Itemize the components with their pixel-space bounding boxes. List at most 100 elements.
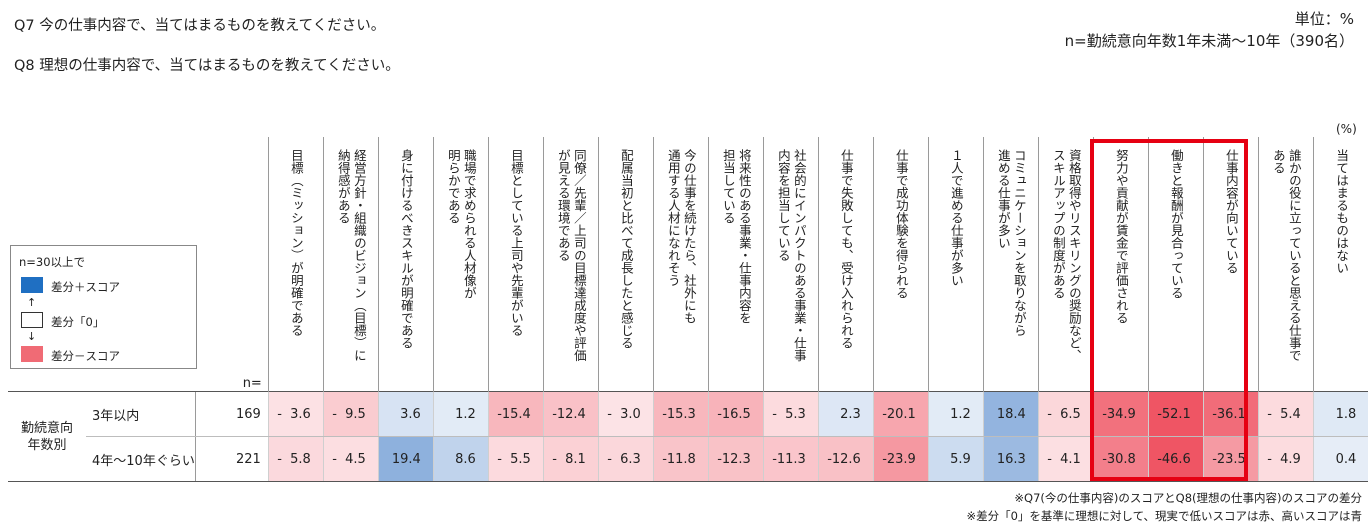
unit-label: 単位：% bbox=[1294, 10, 1354, 28]
column-header-label: コミュニケーションを取りながら 進める仕事が多い bbox=[995, 149, 1027, 337]
column-header-label: 仕事で失敗しても、受け入れられる bbox=[838, 149, 854, 349]
column-header: 努力や貢献が賃金で評価される bbox=[1092, 137, 1149, 392]
legend: n=30以上で 差分＋スコア ↑ 差分「0」 ↓ 差分－スコア bbox=[10, 245, 197, 369]
value-cell: - 5.4 bbox=[1257, 391, 1314, 437]
column-header: 職場で求められる人材像が 明らかである bbox=[432, 137, 489, 392]
column-header-label: 目標としている上司や先輩がいる bbox=[508, 149, 524, 337]
table-row: 4年～10年ぐらい 221 - 5.8- 4.5 19.4 8.6- 5.5- 8.… bbox=[8, 436, 1369, 482]
column-header: 将来性のある事業・仕事内容を 担当している bbox=[707, 137, 764, 392]
value-cell: -16.5 bbox=[707, 391, 764, 437]
legend-zero-swatch bbox=[21, 312, 43, 328]
value-cell: -20.1 bbox=[872, 391, 929, 437]
value-cell: - 3.6 bbox=[267, 391, 324, 437]
value-cell: - 6.3 bbox=[597, 436, 654, 482]
column-header: 仕事内容が向いている bbox=[1202, 137, 1259, 392]
up-arrow-icon: ↑ bbox=[27, 296, 37, 309]
legend-plus-swatch bbox=[21, 277, 43, 293]
value-cell: - 4.5 bbox=[322, 436, 379, 482]
column-header-label: 働きと報酬が見合っている bbox=[1168, 149, 1184, 299]
column-header: 資格取得やリスキリングの奨励など、 スキルアップの制度がある bbox=[1037, 137, 1094, 392]
value-cell: -11.3 bbox=[762, 436, 819, 482]
column-header: １人で進める仕事が多い bbox=[927, 137, 984, 392]
group-label-text: 勤続意向 年数別 bbox=[20, 420, 73, 453]
column-header: 同僚／先輩／上司の目標達成度や評価 が見える環境である bbox=[542, 137, 599, 392]
percent-label: (%) bbox=[1336, 122, 1357, 136]
column-header-label: 配属当初と比べて成長したと感じる bbox=[618, 149, 634, 349]
value-cell: 1.2 bbox=[927, 391, 984, 437]
column-header-row: n= 目標（ミッション）が明確である 経営方針・組織のビジョン（目標）に 納得感が… bbox=[8, 137, 1369, 392]
column-header-label: 社会的にインパクトのある事業・仕事 内容を担当している bbox=[775, 149, 807, 362]
column-header-label: 今の仕事を続けたら、社外にも 通用する人材になれそう bbox=[665, 149, 697, 324]
column-header-label: １人で進める仕事が多い bbox=[948, 149, 964, 287]
value-cell: - 5.8 bbox=[267, 436, 324, 482]
footnote-1: ※Q7(今の仕事内容)のスコアとQ8(理想の仕事内容)のスコアの差分 bbox=[1014, 491, 1362, 505]
column-header-label: 仕事で成功体験を得られる bbox=[893, 149, 909, 299]
legend-minus-swatch bbox=[21, 346, 43, 362]
value-cell: 1.8 bbox=[1312, 391, 1369, 437]
column-header-label: 身に付けるべきスキルが明確である bbox=[398, 149, 414, 349]
column-header: 今の仕事を続けたら、社外にも 通用する人材になれそう bbox=[652, 137, 709, 392]
value-cell: 3.6 bbox=[377, 391, 434, 437]
column-header-label: 当てはまるものはない bbox=[1334, 149, 1350, 274]
value-cell: 16.3 bbox=[982, 436, 1039, 482]
value-cell: 2.3 bbox=[817, 391, 874, 437]
value-cell: -46.6 bbox=[1147, 436, 1204, 482]
value-cell: -12.6 bbox=[817, 436, 874, 482]
question-q7: Q7 今の仕事内容で、当てはまるものを教えてください。 bbox=[14, 18, 386, 34]
column-header: 仕事で失敗しても、受け入れられる bbox=[817, 137, 874, 392]
column-header: 誰かの役に立っていると思える仕事で ある bbox=[1257, 137, 1314, 392]
column-header-label: 資格取得やリスキリングの奨励など、 スキルアップの制度がある bbox=[1050, 149, 1082, 362]
row-label: 4年～10年ぐらい bbox=[86, 436, 196, 482]
n-header: n= bbox=[242, 376, 262, 391]
value-cell: - 3.0 bbox=[597, 391, 654, 437]
value-cell: - 5.3 bbox=[762, 391, 819, 437]
column-header-label: 経営方針・組織のビジョン（目標）に 納得感がある bbox=[335, 149, 367, 362]
score-difference-table: n= 目標（ミッション）が明確である 経営方針・組織のビジョン（目標）に 納得感が… bbox=[8, 137, 1369, 482]
value-cell: 5.9 bbox=[927, 436, 984, 482]
value-cell: -23.9 bbox=[872, 436, 929, 482]
value-cell: -23.5 bbox=[1202, 436, 1259, 482]
group-label: 勤続意向 年数別 bbox=[8, 391, 86, 482]
value-cell: -52.1 bbox=[1147, 391, 1204, 437]
question-q8: Q8 理想の仕事内容で、当てはまるものを教えてください。 bbox=[14, 58, 400, 74]
value-cell: - 8.1 bbox=[542, 436, 599, 482]
column-header-label: 将来性のある事業・仕事内容を 担当している bbox=[720, 149, 752, 324]
highlight-box bbox=[1090, 139, 1248, 481]
footnote-2: ※差分「0」を基準に理想に対して、現実で低いスコアは赤、高いスコアは青 bbox=[966, 509, 1362, 523]
column-header: 経営方針・組織のビジョン（目標）に 納得感がある bbox=[322, 137, 379, 392]
legend-zero-label: 差分「0」 bbox=[51, 315, 105, 329]
column-header: 目標（ミッション）が明確である bbox=[267, 137, 324, 392]
value-cell: 19.4 bbox=[377, 436, 434, 482]
column-header-label: 職場で求められる人材像が 明らかである bbox=[445, 149, 477, 299]
value-cell: 0.4 bbox=[1312, 436, 1369, 482]
value-cell: - 9.5 bbox=[322, 391, 379, 437]
column-header: 社会的にインパクトのある事業・仕事 内容を担当している bbox=[762, 137, 819, 392]
column-header: 仕事で成功体験を得られる bbox=[872, 137, 929, 392]
legend-minus-label: 差分－スコア bbox=[51, 349, 120, 363]
value-cell: -12.3 bbox=[707, 436, 764, 482]
down-arrow-icon: ↓ bbox=[27, 330, 37, 343]
value-cell: - 6.5 bbox=[1037, 391, 1094, 437]
column-header: 目標としている上司や先輩がいる bbox=[487, 137, 544, 392]
column-header: 当てはまるものはない bbox=[1312, 137, 1369, 392]
value-cell: - 5.5 bbox=[487, 436, 544, 482]
sample-size-label: n=勤続意向年数1年未満～10年（390名） bbox=[1064, 32, 1354, 50]
value-cell: 1.2 bbox=[432, 391, 489, 437]
row-n: 221 bbox=[194, 436, 269, 482]
legend-title: n=30以上で bbox=[19, 255, 86, 269]
legend-plus-label: 差分＋スコア bbox=[51, 280, 120, 294]
value-cell: -36.1 bbox=[1202, 391, 1259, 437]
value-cell: -15.4 bbox=[487, 391, 544, 437]
column-header: 働きと報酬が見合っている bbox=[1147, 137, 1204, 392]
value-cell: - 4.1 bbox=[1037, 436, 1094, 482]
column-header: 配属当初と比べて成長したと感じる bbox=[597, 137, 654, 392]
column-header-label: 仕事内容が向いている bbox=[1223, 149, 1239, 274]
value-cell: -15.3 bbox=[652, 391, 709, 437]
column-header-label: 目標（ミッション）が明確である bbox=[288, 149, 304, 337]
value-cell: -34.9 bbox=[1092, 391, 1149, 437]
value-cell: -30.8 bbox=[1092, 436, 1149, 482]
column-header-label: 同僚／先輩／上司の目標達成度や評価 が見える環境である bbox=[555, 149, 587, 362]
row-n: 169 bbox=[194, 391, 269, 437]
value-cell: 8.6 bbox=[432, 436, 489, 482]
value-cell: - 4.9 bbox=[1257, 436, 1314, 482]
